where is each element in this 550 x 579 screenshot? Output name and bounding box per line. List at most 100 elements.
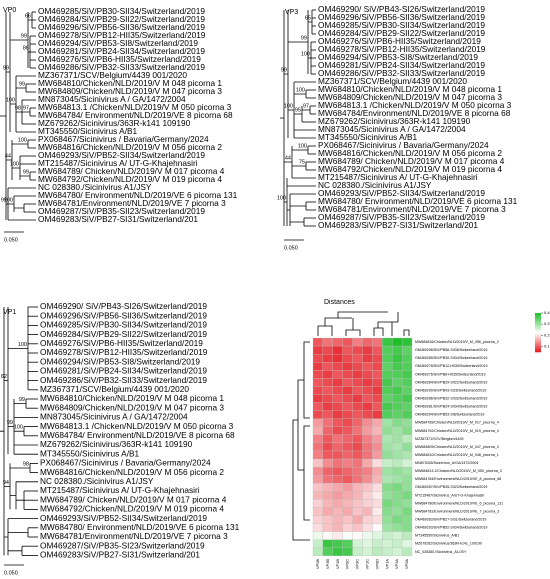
heatmap-cell (312, 386, 324, 395)
heatmap-cell (342, 539, 353, 548)
bootstrap-value: 99 (23, 169, 29, 175)
heatmap-cell (352, 337, 363, 347)
leaf-label: OM469283/SiV/PB27-SI31/Switzerland/201 (318, 220, 478, 230)
heatmap-cell (362, 434, 373, 444)
heatmap-cell (352, 386, 363, 395)
heatmap-cell (392, 499, 403, 508)
row-label: MW684809/Chicken/NLD/2019/V_M_047_picorn… (415, 445, 499, 449)
legend-swatch (535, 316, 541, 319)
heatmap-cell (362, 499, 373, 508)
branch (14, 426, 25, 436)
branch (284, 10, 289, 138)
column-label: VP3A (394, 559, 399, 570)
branch (292, 162, 307, 170)
leaf-label: MZ367371/SCV/Belgium/4439 001/2020 (318, 76, 467, 86)
branch (12, 140, 29, 148)
scale-label: 0.050 (4, 237, 18, 243)
leaf-label: MN873045/Sicinivirus A / GA/1472/2004 (38, 94, 186, 104)
heatmap-cell (342, 547, 353, 557)
heatmap-cell (332, 515, 343, 524)
heatmap-cell (382, 434, 393, 444)
branch (8, 196, 15, 212)
legend-swatch (535, 322, 541, 324)
row-dendrogram (292, 341, 310, 541)
heatmap-cell (342, 483, 353, 492)
heatmap-cell (392, 515, 403, 524)
heatmap-cell (342, 491, 353, 500)
heatmap-cell (342, 410, 353, 419)
heatmap-cell (372, 547, 383, 557)
leaf-label: OM469285/SiV/PB30-SII34/Switzerland/2019 (318, 20, 485, 30)
heatmap-cell (312, 475, 324, 484)
heatmap-cell (352, 547, 363, 557)
leaf-label: MW684810/Chicken/NLD/2019/V M 048 picorn… (40, 393, 224, 403)
heatmap-cell (392, 418, 403, 427)
heatmap-cell (372, 402, 383, 411)
heatmap-cell (342, 402, 353, 411)
heatmap-cell (362, 450, 373, 460)
leaf-label: OM469293/SiV/PB52-SII34/Switzerland/2019 (318, 188, 485, 198)
heatmap-cell (362, 507, 373, 516)
leaf-label: MT215487/Sicinivirus A/ UT-G-Khajehnasir… (318, 172, 478, 182)
heatmap-cell (401, 394, 413, 403)
heatmap-cell (352, 515, 363, 524)
heatmap-cell (322, 491, 333, 500)
leaf-label: NC 028380./Sicinivirus A1/JSY (40, 476, 154, 486)
bootstrap-value: 100 (14, 425, 23, 431)
leaf-label: MW684789/ Chicken/NLD/2019/V M 017 picor… (318, 156, 505, 166)
heatmap-cell (382, 362, 393, 371)
heatmap-title: Distances (324, 299, 355, 306)
heatmap-cell (322, 394, 333, 403)
leaf-label: MZ679262/Sicinivirus/363R-k141 109190 (38, 118, 191, 128)
leaf-label: OM469284/SiV/PB29-SII22/Switzerland/2019 (318, 28, 485, 38)
leaf-label: OM469296/SiV/PB56-SII36/Switzerland/2019 (318, 12, 485, 22)
heatmap-cell (312, 434, 324, 444)
heatmap-cell (372, 362, 383, 371)
leaf-label: OM469294/SiV/PB53-SI8/Switzerland/2019 (38, 38, 198, 48)
branch (288, 82, 295, 138)
heatmap-cell (352, 442, 363, 452)
heatmap-cell (342, 475, 353, 484)
heatmap-cell (372, 394, 383, 403)
heatmap-cell (392, 394, 403, 403)
heatmap-cell (352, 353, 363, 363)
heatmap-cell (382, 345, 393, 355)
heatmap-cell (322, 418, 333, 427)
heatmap-cell (352, 466, 363, 476)
column-label: VP1C (365, 559, 370, 570)
heatmap-cell (332, 475, 343, 484)
heatmap-cell (322, 547, 333, 557)
heatmap-cell (372, 475, 383, 484)
leaf-label: MW684784/ Environment/NLD/2019/VE 8 pico… (38, 110, 233, 120)
heatmap-cell (401, 531, 413, 540)
heatmap-cell (342, 426, 353, 435)
heatmap-cell (312, 466, 324, 476)
leaf-label: MW684810/Chicken/NLD/2019/V M 048 picorn… (38, 78, 222, 88)
heatmap-cell (392, 410, 403, 419)
leaf-label: OM469283/SiV/PB27-SI31/Switzerland/201 (40, 550, 200, 560)
leaf-label: OM469285/SiV/PB30-SII34/Switzerland/2019 (40, 320, 207, 330)
heatmap-cell (352, 499, 363, 508)
heatmap-cell (372, 353, 383, 363)
bootstrap-value: 100 (301, 51, 310, 57)
branch (10, 76, 17, 132)
heatmap-cell (401, 491, 413, 500)
heatmap-cell (382, 499, 393, 508)
leaf-label: OM469287/SiV/PB35-SII23/Switzerland/2019 (38, 206, 205, 216)
branch (16, 84, 27, 92)
leaf-label: OM469287/SiV/PB35-SII23/Switzerland/2019 (318, 212, 485, 222)
row-label: MZ679262/Sicinivirus/363R-k141_109190 (415, 542, 482, 546)
branch (16, 100, 23, 124)
heatmap-cell (332, 378, 343, 387)
leaf-label: OM469278/SiV/PB12-HII35/Switzerland/2019 (38, 30, 206, 40)
heatmap-cell (372, 426, 383, 435)
heatmap-cell (362, 458, 373, 468)
column-label: VP3C (355, 559, 360, 570)
heatmap-cell (312, 483, 324, 492)
heatmap-cell (352, 434, 363, 444)
heatmap-cell (342, 450, 353, 460)
leaf-label: OM469283/SiV/PB27-SI31/Switzerland/201 (38, 214, 198, 224)
heatmap-cell (352, 483, 363, 492)
heatmap-cell (392, 402, 403, 411)
leaf-label: OM469286/SiV/PB32-SII33/Switzerland/2019 (318, 68, 485, 78)
